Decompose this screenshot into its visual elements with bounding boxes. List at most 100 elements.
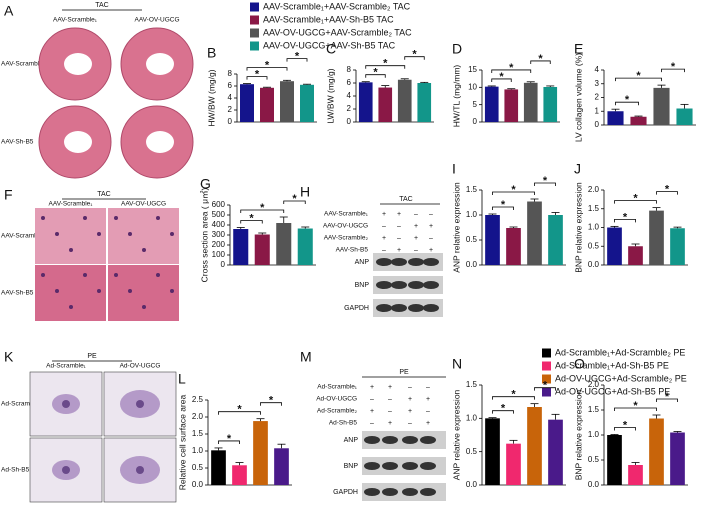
legend-label: AAV-Scramble₁+AAV-Sh-B5 TAC bbox=[263, 14, 394, 24]
tissue-image bbox=[35, 208, 106, 264]
significance-bracket bbox=[246, 76, 268, 80]
significance-label: * bbox=[538, 53, 543, 65]
significance-label: * bbox=[373, 67, 378, 79]
legend-swatch bbox=[542, 374, 551, 384]
legend-label: Ad-Scramble₁+Ad-Sh-B5 PE bbox=[555, 360, 669, 370]
column-label: AAV-Scramble₁ bbox=[49, 201, 94, 208]
blot-band bbox=[391, 281, 407, 289]
bar bbox=[232, 465, 247, 485]
significance-label: * bbox=[511, 389, 516, 401]
significance-bracket bbox=[365, 74, 386, 78]
significance-bracket bbox=[615, 77, 662, 82]
condition-sign: + bbox=[370, 408, 374, 415]
legend-label: Ad-Scramble₁+Ad-Scramble₂ PE bbox=[555, 347, 685, 357]
bar bbox=[504, 89, 519, 122]
nucleus bbox=[83, 273, 87, 277]
blot-band bbox=[423, 258, 439, 266]
nucleus bbox=[55, 289, 59, 293]
bar bbox=[670, 432, 685, 485]
nucleus bbox=[128, 289, 132, 293]
condition-sign: + bbox=[429, 247, 433, 254]
legend-swatch bbox=[250, 28, 259, 38]
condition-sign: + bbox=[388, 420, 392, 427]
significance-bracket bbox=[283, 200, 306, 204]
bar bbox=[649, 418, 664, 485]
significance-bracket bbox=[286, 58, 308, 62]
y-tick-label: 8 bbox=[347, 65, 352, 74]
y-tick-label: 6 bbox=[228, 81, 233, 90]
y-tick-label: 4 bbox=[347, 91, 352, 100]
bar bbox=[543, 86, 558, 122]
significance-bracket bbox=[492, 410, 514, 414]
tissue-image bbox=[108, 265, 179, 321]
bar bbox=[211, 450, 226, 485]
legend-swatch bbox=[542, 361, 551, 371]
significance-label: * bbox=[625, 94, 630, 106]
bar bbox=[397, 79, 412, 122]
row-label: AAV-Scramble₂ bbox=[1, 233, 46, 240]
panel-letter: B bbox=[207, 45, 216, 61]
blot-band bbox=[364, 436, 380, 444]
blot-band bbox=[420, 488, 436, 496]
y-tick-label: 1.0 bbox=[466, 210, 478, 219]
significance-bracket bbox=[365, 65, 406, 69]
y-axis-label: HW/BW (mg/g) bbox=[206, 69, 216, 126]
legend-label: Ad-OV-UGCG+Ad-Scramble₂ PE bbox=[555, 373, 687, 383]
legend-label: AAV-OV-UGCG+AAV-Sh-B5 TAC bbox=[263, 40, 396, 50]
tissue-image bbox=[35, 265, 106, 321]
row-label: AAV-Scramble₂ bbox=[1, 61, 46, 68]
blot-band bbox=[382, 488, 398, 496]
bar bbox=[630, 116, 647, 125]
blot-band bbox=[376, 258, 392, 266]
panel-letter: K bbox=[4, 349, 14, 365]
panel-letter: M bbox=[300, 349, 312, 365]
condition-sign: + bbox=[382, 211, 386, 218]
condition-sign: + bbox=[382, 235, 386, 242]
legend-label: AAV-Scramble₁+AAV-Scramble₂ TAC bbox=[263, 1, 411, 11]
panel-letter: A bbox=[4, 3, 14, 19]
condition-sign: – bbox=[414, 247, 418, 254]
significance-bracket bbox=[656, 398, 678, 402]
significance-label: * bbox=[249, 212, 254, 224]
panel-letter: L bbox=[178, 371, 186, 387]
y-tick-label: 2 bbox=[228, 105, 233, 114]
y-tick-label: 100 bbox=[212, 250, 226, 259]
ventricle bbox=[146, 131, 174, 153]
bar bbox=[649, 210, 664, 265]
condition-sign: + bbox=[408, 408, 412, 415]
bar bbox=[653, 87, 670, 125]
y-tick-label: 2 bbox=[347, 104, 352, 113]
y-axis-label: Cross section area ( μ㎡) bbox=[199, 188, 209, 283]
y-tick-label: 0 bbox=[228, 117, 233, 126]
y-axis-label: HW/TL (mg/mm) bbox=[451, 65, 461, 128]
blot-band bbox=[402, 436, 418, 444]
y-tick-label: 2.0 bbox=[192, 412, 204, 421]
condition-sign: + bbox=[414, 235, 418, 242]
y-tick-label: 1.0 bbox=[466, 413, 478, 422]
significance-bracket bbox=[615, 101, 639, 106]
y-tick-label: 0.0 bbox=[588, 260, 600, 269]
column-label: AAV-OV-UGCG bbox=[134, 17, 179, 24]
significance-label: * bbox=[623, 211, 628, 223]
row-label: Ad-Scramble₂ bbox=[1, 401, 42, 408]
panel-letter: H bbox=[300, 184, 310, 200]
bar bbox=[628, 246, 643, 265]
column-label: Ad-OV-UGCG bbox=[120, 363, 161, 370]
significance-bracket bbox=[614, 427, 636, 431]
bar bbox=[485, 215, 500, 265]
legend-swatch bbox=[250, 15, 259, 25]
significance-bracket bbox=[404, 56, 425, 60]
bar bbox=[276, 223, 292, 265]
condition-sign: – bbox=[388, 396, 392, 403]
bar bbox=[260, 87, 274, 122]
blot-band bbox=[391, 304, 407, 312]
panel-letter: E bbox=[574, 41, 583, 57]
bar bbox=[527, 407, 542, 485]
nucleus bbox=[62, 400, 70, 408]
ventricle bbox=[64, 53, 92, 75]
bar bbox=[253, 421, 268, 485]
nucleus bbox=[83, 216, 87, 220]
y-tick-label: 0.5 bbox=[192, 463, 204, 472]
condition-sign: + bbox=[414, 223, 418, 230]
condition-label: AAV-OV-UGCG bbox=[323, 223, 368, 230]
